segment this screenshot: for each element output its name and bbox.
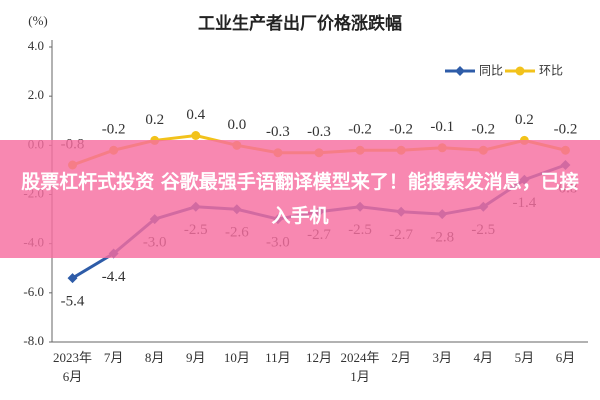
value-label: -0.2 — [554, 122, 578, 138]
point — [67, 273, 78, 284]
ad-banner[interactable]: 股票杠杆式投资 谷歌最强手语翻译模型来了！能搜索发消息，已接入手机 — [0, 140, 600, 258]
x-tick-label: 5月 — [514, 350, 535, 365]
value-label: -0.2 — [348, 122, 372, 138]
y-unit: (%) — [28, 13, 48, 28]
x-tick-label: 2月 — [391, 350, 411, 365]
value-label: -0.2 — [471, 122, 495, 138]
value-label: -0.2 — [102, 122, 126, 138]
value-label: 0.2 — [145, 112, 164, 128]
x-tick-label: 2024年1月 — [340, 350, 380, 384]
x-tick-label: 10月 — [223, 350, 250, 365]
x-tick-label: 12月 — [305, 350, 332, 365]
value-label: -0.3 — [266, 124, 290, 140]
x-tick-label: 11月 — [265, 350, 291, 365]
value-label: 0.2 — [515, 112, 534, 128]
value-label: 0.0 — [227, 117, 246, 133]
value-label: -0.3 — [307, 124, 331, 140]
legend-label: 同比 — [479, 64, 503, 78]
x-tick-label: 8月 — [144, 350, 165, 365]
y-tick-label: 4.0 — [28, 38, 44, 53]
chart-title: 工业生产者出厂价格涨跌幅 — [198, 13, 402, 34]
point — [515, 66, 525, 76]
x-tick-label: 6月 — [555, 350, 576, 365]
value-label: 0.4 — [186, 107, 205, 123]
x-tick-label: 4月 — [473, 350, 494, 365]
y-tick-label: 2.0 — [28, 87, 44, 102]
y-tick-label: -8.0 — [23, 333, 44, 348]
y-tick-label: -6.0 — [23, 284, 44, 299]
value-label: -0.1 — [430, 119, 454, 135]
legend-label: 环比 — [539, 64, 563, 78]
value-label: -5.4 — [61, 294, 85, 310]
x-tick-label: 2023年6月 — [53, 350, 93, 384]
point — [191, 131, 201, 140]
value-label: -4.4 — [102, 269, 126, 285]
value-label: -0.2 — [389, 122, 413, 138]
x-tick-label: 3月 — [432, 350, 452, 365]
x-tick-label: 7月 — [103, 350, 124, 365]
x-tick-label: 9月 — [186, 350, 206, 365]
point — [455, 66, 465, 76]
